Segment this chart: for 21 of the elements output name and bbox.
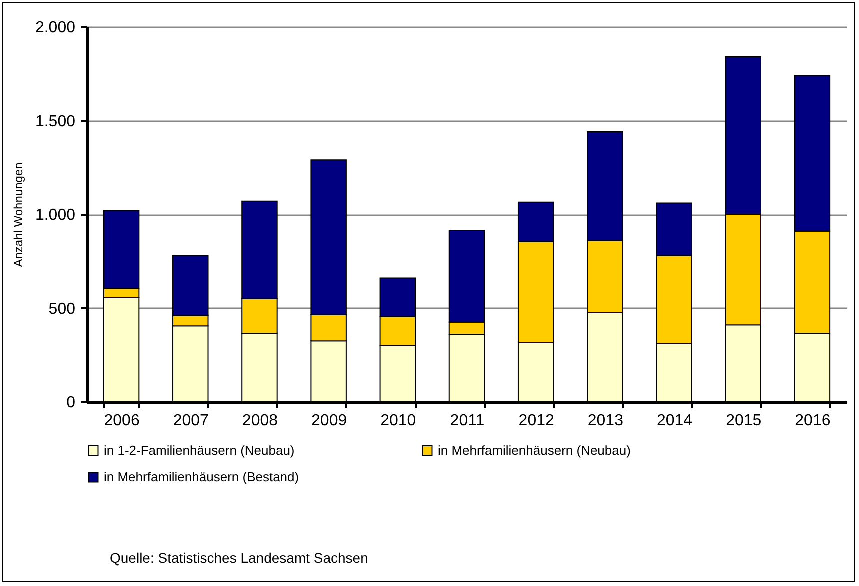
x-tick-label: 2009 xyxy=(312,412,348,430)
legend-label: in Mehrfamilienhäusern (Bestand) xyxy=(104,470,300,484)
x-tick-label: 2013 xyxy=(588,412,624,430)
legend-label: in Mehrfamilienhäusern (Neubau) xyxy=(438,442,631,458)
x-tick-label: 2007 xyxy=(173,412,210,430)
y-tick-label: 2.000 xyxy=(35,20,76,36)
x-tick-label: 2015 xyxy=(726,412,762,430)
x-tick-label: 2011 xyxy=(450,412,485,430)
x-tick-label: 2016 xyxy=(795,412,831,430)
y-tick-label: 1.000 xyxy=(35,207,76,224)
x-tick-label: 2010 xyxy=(380,412,416,430)
y-axis-title: Anzahl Wohnungen xyxy=(11,162,26,268)
y-tick-label: 1.500 xyxy=(35,113,76,130)
x-tick-label: 2008 xyxy=(242,412,278,430)
x-tick-label: 2012 xyxy=(518,412,554,430)
y-tick-label: 500 xyxy=(48,300,76,318)
x-tick-label: 2006 xyxy=(104,412,140,430)
y-tick-label: 0 xyxy=(66,394,76,412)
legend-label: in 1-2-Familienhäusern (Neubau) xyxy=(104,442,295,458)
source-note: Quelle: Statistisches Landesamt Sachsen xyxy=(110,550,368,566)
x-tick-label: 2014 xyxy=(656,412,693,430)
